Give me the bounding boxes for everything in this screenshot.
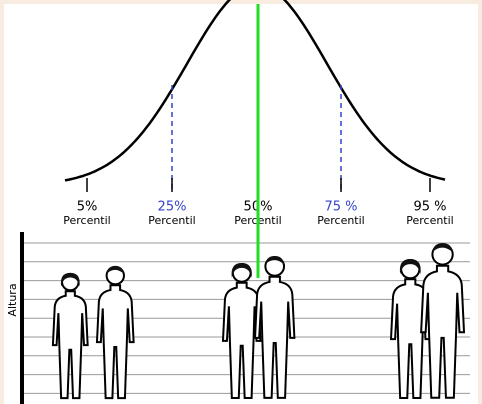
person (95, 265, 135, 400)
person-hair (399, 259, 421, 275)
person (389, 259, 431, 399)
percentile-value: 95 % (413, 200, 446, 215)
percentile-value: 25% (158, 200, 187, 215)
person (221, 262, 262, 400)
person-hair (265, 256, 285, 265)
person-body (253, 275, 296, 399)
percentile-caption: Percentil (317, 214, 365, 227)
person (420, 243, 466, 399)
person-hair (60, 272, 80, 287)
person-body (95, 284, 135, 400)
person-hair (231, 262, 252, 278)
people (51, 243, 466, 400)
axis-label: Altura (6, 283, 19, 316)
person-body (420, 264, 466, 399)
percentile-caption: Percentil (406, 214, 454, 227)
person-hair (432, 243, 453, 253)
person-body (51, 290, 89, 400)
person-body (221, 281, 262, 400)
bell-curve (64, 0, 446, 182)
person-hair (106, 265, 124, 274)
percentile-caption: Percentil (63, 214, 111, 227)
percentile-caption: Percentil (148, 214, 196, 227)
percentile-value: 5% (77, 200, 98, 215)
person (253, 256, 296, 399)
percentile-value: 75 % (324, 200, 357, 215)
person (51, 272, 89, 400)
